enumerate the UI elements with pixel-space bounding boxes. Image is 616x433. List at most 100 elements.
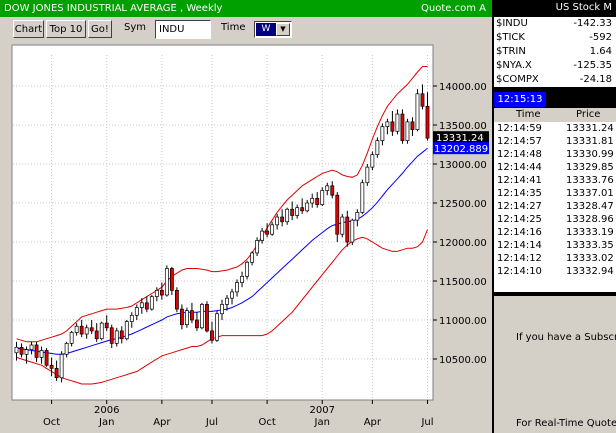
candle-body: [49, 364, 54, 369]
average-price-label: 13202.889: [434, 144, 488, 155]
quote-symbol: $NYA.X: [496, 60, 532, 71]
candle-body: [134, 307, 139, 316]
trade-time: 12:14:16: [497, 227, 542, 238]
candle-body: [39, 350, 44, 358]
candle-body: [54, 368, 59, 379]
time-column-header: Time: [516, 109, 541, 120]
candle-body: [380, 126, 385, 141]
period-value: W: [256, 23, 276, 36]
source-label: Quote.com A: [421, 3, 486, 14]
candle-body: [174, 290, 179, 310]
quote-change: -125.35: [573, 60, 612, 71]
trade-price: 13333.35: [566, 240, 614, 251]
last-price-box: [433, 131, 489, 145]
candle-body: [370, 154, 375, 168]
period-select[interactable]: W ▼: [254, 21, 292, 38]
trade-row: 12:14:59 13331.24: [494, 123, 616, 135]
candle-body: [260, 230, 265, 241]
candle-body: [420, 93, 425, 107]
top10-button[interactable]: Top 10: [46, 20, 86, 38]
candle-body: [149, 296, 154, 310]
quote-symbol: $TRIN: [496, 46, 526, 57]
candle-body: [345, 216, 350, 243]
x-month-label: Apr: [364, 417, 382, 428]
promo-area: If you have a Subscrip For Real-Time Quo…: [494, 296, 616, 433]
x-month-label: Jul: [205, 417, 218, 428]
candle-body: [275, 216, 280, 226]
quote-symbol: $TICK: [496, 32, 525, 43]
go-button[interactable]: Go!: [88, 20, 112, 38]
candle-body: [425, 105, 430, 139]
quote-row[interactable]: $INDU -142.33: [494, 17, 616, 31]
candle-body: [220, 304, 224, 315]
candle-body: [395, 113, 400, 132]
candle-body: [360, 182, 365, 213]
trade-row: 12:14:41 13333.76: [494, 175, 616, 187]
quote-row[interactable]: $COMPX -24.18: [494, 73, 616, 87]
candle-body: [99, 322, 104, 340]
trade-row: 12:14:25 13328.96: [494, 214, 616, 226]
candle-body: [84, 327, 89, 335]
y-tick-label: 11500.00: [439, 277, 487, 288]
y-tick-label: 13500.00: [439, 121, 487, 132]
lower-band-line: [16, 229, 428, 385]
trade-price: 13333.76: [566, 175, 614, 186]
y-tick-label: 11000.00: [439, 316, 487, 327]
y-tick-label: 12000.00: [439, 238, 487, 249]
candle-body: [185, 310, 189, 326]
average-price-box: [433, 142, 489, 155]
candle-body: [195, 319, 199, 329]
candle-body: [375, 140, 380, 155]
candle-body: [400, 113, 405, 141]
candle-body: [225, 297, 229, 305]
promo-text-1: If you have a Subscrip: [516, 332, 616, 343]
quote-row[interactable]: $TICK -592: [494, 31, 616, 45]
candle-body: [355, 212, 360, 221]
x-month-label: Oct: [43, 417, 60, 428]
trade-price: 13329.85: [566, 162, 614, 173]
candle-body: [19, 346, 24, 355]
candle-body: [215, 313, 219, 341]
price-chart[interactable]: 14000.00 13500.00 13000.00 12500.00 12000.00…: [0, 42, 492, 433]
candle-body: [410, 121, 415, 131]
candle-body: [200, 304, 204, 329]
trade-price: 13330.99: [566, 149, 614, 160]
quote-row[interactable]: $NYA.X -125.35: [494, 59, 616, 73]
candle-body: [315, 197, 320, 205]
chart-button[interactable]: Chart: [13, 20, 44, 38]
candle-body: [169, 268, 174, 291]
candle-body: [240, 275, 244, 283]
x-month-label: Apr: [153, 417, 171, 428]
quote-row[interactable]: $TRIN 1.64: [494, 45, 616, 59]
trade-price: 13332.94: [566, 266, 614, 277]
quote-change: -142.33: [573, 18, 612, 29]
candle-body: [365, 166, 370, 184]
trade-row: 12:14:57 13331.81: [494, 136, 616, 148]
quote-change: -24.18: [579, 74, 612, 85]
candle-body: [74, 325, 79, 333]
candle-body: [250, 252, 254, 263]
time-label: Time: [221, 22, 246, 33]
candle-body: [179, 308, 184, 326]
trade-time: 12:14:12: [497, 253, 542, 264]
y-tick-label: 13000.00: [439, 160, 487, 171]
trade-row: 12:14:44 13329.85: [494, 162, 616, 174]
trade-time: 12:14:10: [497, 266, 542, 277]
candle-body: [154, 290, 159, 297]
sym-label: Sym: [124, 22, 147, 33]
quote-change: -592: [589, 32, 612, 43]
candle-body: [390, 121, 395, 132]
trade-price: 13337.01: [566, 188, 614, 199]
trade-row: 12:14:12 13333.02: [494, 253, 616, 265]
trade-time: 12:14:25: [497, 214, 542, 225]
dropdown-arrow-icon[interactable]: ▼: [276, 23, 290, 36]
trade-row: 12:14:16 13333.19: [494, 227, 616, 239]
trade-time: 12:14:44: [497, 162, 542, 173]
symbol-input[interactable]: [155, 20, 211, 39]
trade-row: 12:14:48 13330.99: [494, 149, 616, 161]
candle-body: [139, 302, 144, 308]
candle-body: [24, 349, 29, 355]
candle-body: [44, 350, 49, 366]
trade-price: 13331.81: [566, 136, 614, 147]
trade-time: 12:14:48: [497, 149, 542, 160]
